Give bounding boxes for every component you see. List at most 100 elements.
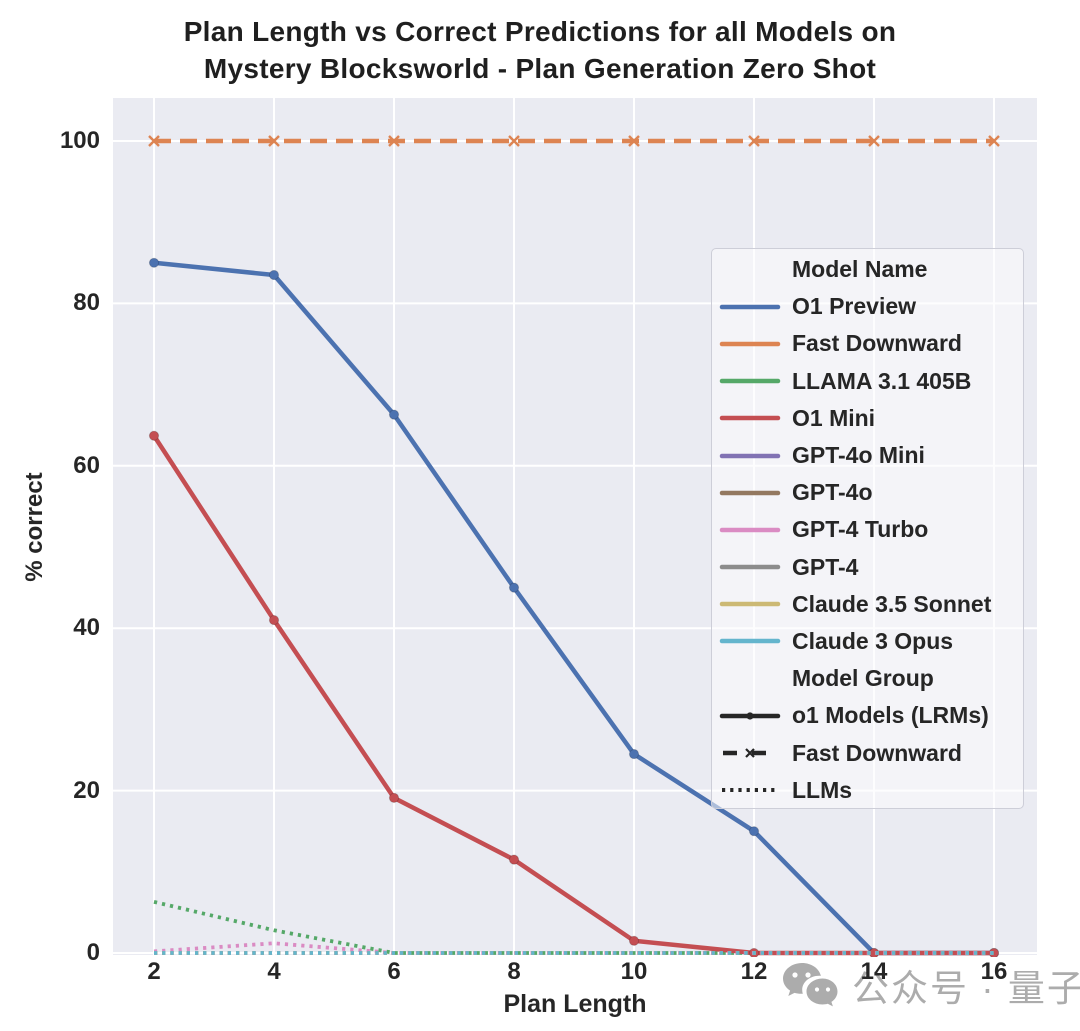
legend-linestyle-sample xyxy=(722,788,778,793)
legend-label: Fast Downward xyxy=(792,330,962,357)
x-marker xyxy=(388,135,400,147)
legend-label: o1 Models (LRMs) xyxy=(792,702,989,729)
y-tick-label: 0 xyxy=(86,939,100,966)
legend-swatch xyxy=(719,449,781,463)
data-point-marker xyxy=(388,409,400,420)
legend-swatch xyxy=(719,374,781,388)
x-tick-label: 10 xyxy=(620,958,648,985)
data-point-marker xyxy=(628,935,640,946)
data-point-marker xyxy=(388,792,400,804)
x-tick-label: 12 xyxy=(740,958,768,985)
chart-title-line2: Mystery Blocksworld - Plan Generation Ze… xyxy=(203,53,877,84)
x-tick-label: 4 xyxy=(267,958,281,985)
legend-line-sample xyxy=(719,602,781,607)
legend-label: GPT-4o Mini xyxy=(792,442,925,469)
watermark: 公众号 · 量子位 xyxy=(781,958,1080,1012)
legend-section-title-row: Model Name xyxy=(712,251,1023,288)
legend-swatch xyxy=(719,523,781,537)
legend-line-sample xyxy=(719,527,781,533)
legend-swatch xyxy=(719,411,781,425)
legend-swatch xyxy=(719,746,781,760)
legend-label: Fast Downward xyxy=(792,739,962,766)
legend-swatch xyxy=(719,337,781,351)
legend-swatch xyxy=(719,709,781,723)
watermark-text: 公众号 · 量子位 xyxy=(852,968,1080,1009)
data-point-marker xyxy=(148,257,160,268)
data-point-marker xyxy=(508,854,520,865)
legend-entry: o1 Models (LRMs) xyxy=(712,697,1023,734)
legend-linestyle-sample xyxy=(722,748,778,758)
x-marker xyxy=(868,135,880,147)
data-point-marker xyxy=(628,748,640,760)
data-point-marker xyxy=(508,582,520,593)
x-marker xyxy=(268,135,280,147)
x-tick-label: 2 xyxy=(147,958,161,985)
wechat-icon xyxy=(783,963,838,1007)
series-layer xyxy=(148,135,1000,957)
legend-section-title-row: Model Group xyxy=(712,660,1023,697)
legend-entry: GPT-4o xyxy=(712,474,1023,511)
y-tick-label: 40 xyxy=(73,614,100,642)
legend-line-sample xyxy=(719,341,781,347)
legend-linestyle-sample xyxy=(719,712,781,720)
legend-entry: LLAMA 3.1 405B xyxy=(712,363,1023,400)
legend-swatch xyxy=(719,597,781,611)
legend-label: O1 Mini xyxy=(792,404,876,431)
legend-label: Model Name xyxy=(792,256,928,283)
legend-label: Claude 3 Opus xyxy=(792,627,954,654)
data-point-marker xyxy=(748,826,760,837)
legend-swatch xyxy=(719,560,781,574)
legend-label: Claude 3.5 Sonnet xyxy=(792,590,992,617)
y-tick-label: 20 xyxy=(73,776,100,804)
x-marker xyxy=(988,135,1000,147)
x-marker xyxy=(748,135,760,147)
legend-entry: GPT-4 xyxy=(712,549,1023,586)
legend-label: LLMs xyxy=(792,776,853,803)
legend-swatch xyxy=(719,783,781,797)
legend-line-sample xyxy=(719,639,781,644)
series-line-o1-preview xyxy=(153,260,994,956)
legend-swatch xyxy=(719,486,781,500)
legend-label: GPT-4 Turbo xyxy=(792,516,929,543)
legend-entry: LLMs xyxy=(712,772,1023,809)
legend-label: O1 Preview xyxy=(792,293,917,320)
legend-entry: O1 Mini xyxy=(712,400,1023,437)
x-marker xyxy=(148,135,160,147)
data-point-marker xyxy=(268,614,280,626)
legend-entry: O1 Preview xyxy=(712,288,1023,325)
legend-label: GPT-4 xyxy=(792,553,859,580)
x-marker xyxy=(508,135,520,147)
y-tick-label: 100 xyxy=(59,127,100,154)
data-point-marker xyxy=(148,430,160,441)
legend-swatch xyxy=(719,672,781,686)
x-tick-label: 16 xyxy=(980,958,1008,985)
legend-line-sample xyxy=(719,453,781,458)
legend-entry: Claude 3.5 Sonnet xyxy=(712,586,1023,623)
legend-label: GPT-4o xyxy=(792,479,873,506)
legend-swatch xyxy=(719,634,781,648)
legend-line-sample xyxy=(719,416,781,421)
data-point-marker xyxy=(268,269,280,281)
legend-line-sample xyxy=(719,378,781,384)
legend-line-sample xyxy=(719,564,781,570)
legend-line-sample xyxy=(719,304,781,310)
x-tick-label: 6 xyxy=(387,958,401,985)
legend-line-sample xyxy=(719,490,781,495)
x-axis-label: Plan Length xyxy=(503,990,647,1018)
legend-entry: GPT-4 Turbo xyxy=(712,511,1023,548)
legend-swatch xyxy=(719,300,781,314)
legend-label: Model Group xyxy=(792,665,934,692)
legend-swatch xyxy=(719,263,781,277)
legend: Model Name O1 Preview Fast Downward LLAMA 3… xyxy=(711,248,1024,809)
legend-entry: Claude 3 Opus xyxy=(712,623,1023,660)
legend-label: LLAMA 3.1 405B xyxy=(792,367,972,394)
chart-title: Plan Length vs Correct Predictions for a… xyxy=(78,13,1002,87)
y-tick-label: 60 xyxy=(73,451,100,479)
legend-entry: GPT-4o Mini xyxy=(712,437,1023,474)
x-marker xyxy=(628,135,640,147)
legend-entry: Fast Downward xyxy=(712,325,1023,362)
chart-title-line1: Plan Length vs Correct Predictions for a… xyxy=(183,16,897,47)
legend-entry: Fast Downward xyxy=(712,734,1023,771)
y-tick-label: 80 xyxy=(73,289,100,317)
